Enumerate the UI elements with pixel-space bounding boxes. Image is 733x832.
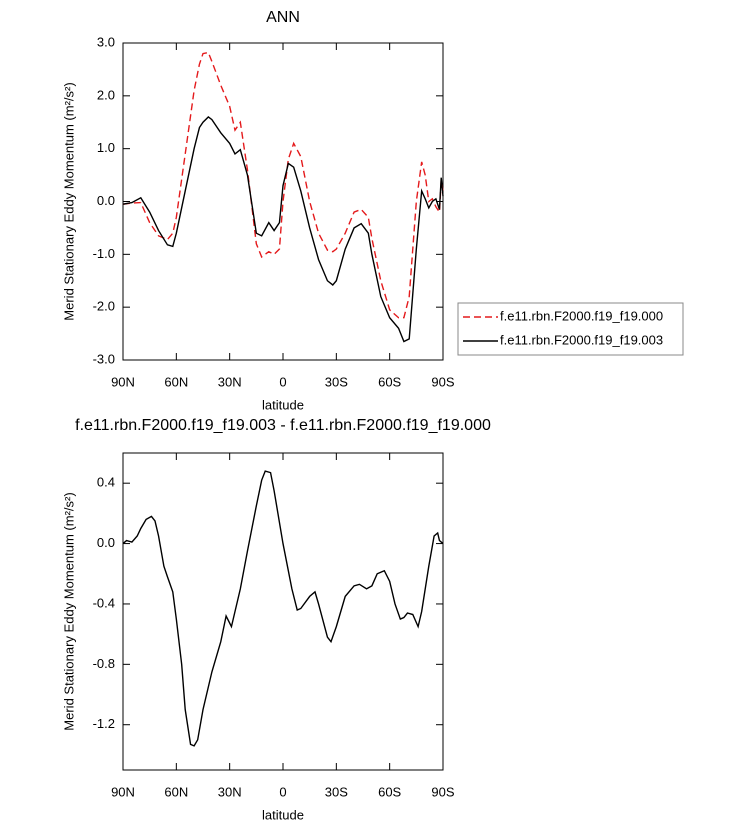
x-tick-label: 60N <box>164 784 188 799</box>
x-axis-label: latitude <box>262 397 304 412</box>
chart-title: ANN <box>266 9 300 26</box>
y-tick-label: -1.2 <box>93 716 115 731</box>
x-tick-label: 30S <box>325 374 348 389</box>
y-tick-label: 0.0 <box>97 535 115 550</box>
legend-box <box>457 302 684 356</box>
x-tick-label: 90S <box>431 374 454 389</box>
x-tick-label: 60S <box>378 784 401 799</box>
data-line <box>122 116 444 343</box>
x-tick-label: 30N <box>218 374 242 389</box>
legend-label: f.e11.rbn.F2000.f19_f19.000 <box>500 308 663 323</box>
x-tick-label: 60N <box>164 374 188 389</box>
x-tick-label: 0 <box>279 374 286 389</box>
x-tick-label: 90N <box>111 374 135 389</box>
y-tick-label: 3.0 <box>97 34 115 49</box>
x-tick-label: 90N <box>111 784 135 799</box>
data-line <box>122 51 444 319</box>
y-tick-label: 2.0 <box>97 87 115 102</box>
y-tick-label: -1.0 <box>93 246 115 261</box>
y-tick-label: 0.4 <box>97 475 115 490</box>
x-tick-label: 0 <box>279 784 286 799</box>
x-axis-label: latitude <box>262 807 304 822</box>
data-line <box>122 470 444 747</box>
y-axis-label: Merid Stationary Eddy Momentum (m²/s²) <box>61 82 76 320</box>
y-tick-label: 0.0 <box>97 193 115 208</box>
y-tick-label: -0.4 <box>93 595 115 610</box>
legend-label: f.e11.rbn.F2000.f19_f19.003 <box>500 332 663 347</box>
x-tick-label: 90S <box>431 784 454 799</box>
y-axis-label: Merid Stationary Eddy Momentum (m²/s²) <box>61 492 76 730</box>
chart-title: f.e11.rbn.F2000.f19_f19.003 - f.e11.rbn.… <box>75 417 491 434</box>
plot-frame <box>122 452 444 771</box>
y-tick-label: -3.0 <box>93 351 115 366</box>
y-tick-label: 1.0 <box>97 140 115 155</box>
y-tick-label: -0.8 <box>93 656 115 671</box>
x-tick-label: 30S <box>325 784 348 799</box>
y-tick-label: -2.0 <box>93 299 115 314</box>
x-tick-label: 60S <box>378 374 401 389</box>
x-tick-label: 30N <box>218 784 242 799</box>
plot-frame <box>122 42 444 361</box>
